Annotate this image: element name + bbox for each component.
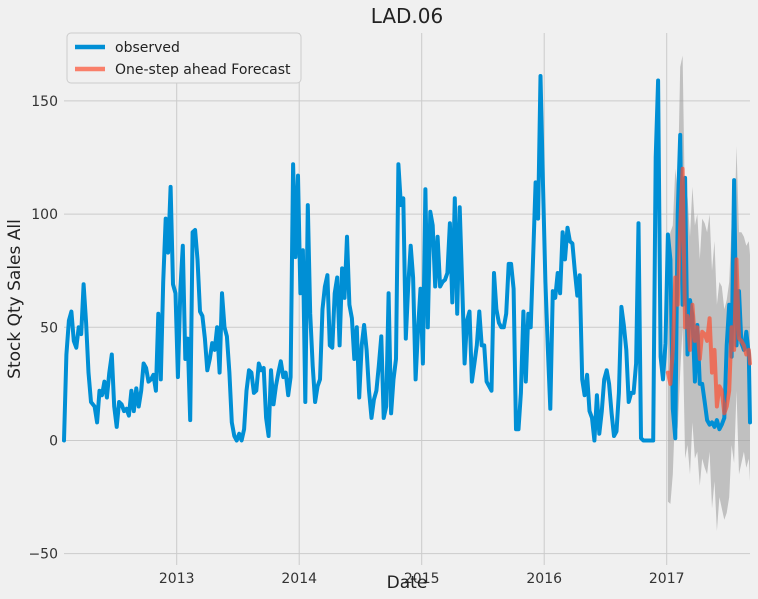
forecast-line xyxy=(665,166,752,416)
tick-labels: 2013 2014 2015 2016 2017 −50 0 50 100 150 xyxy=(28,94,684,587)
y-tick-label: 0 xyxy=(49,433,58,449)
x-tick-label: 2014 xyxy=(281,571,317,587)
x-tick-label: 2017 xyxy=(649,571,685,587)
x-axis-label: Date xyxy=(387,573,428,593)
legend: observed One-step ahead Forecast xyxy=(66,32,302,84)
series-layer xyxy=(62,74,752,443)
y-tick-label: 150 xyxy=(31,94,58,110)
confidence-band xyxy=(667,55,750,531)
y-axis-label: Stock Qty Sales All xyxy=(5,219,25,379)
x-tick-label: 2015 xyxy=(404,571,440,587)
observed-line xyxy=(62,74,752,443)
x-tick-label: 2013 xyxy=(159,571,195,587)
legend-label-forecast: One-step ahead Forecast xyxy=(115,62,291,78)
legend-label-observed: observed xyxy=(115,40,180,56)
chart-title: LAD.06 xyxy=(371,4,444,28)
confidence-interval-layer xyxy=(667,55,750,531)
x-tick-label: 2016 xyxy=(526,571,562,587)
y-tick-label: 100 xyxy=(31,207,58,223)
y-tick-label: 50 xyxy=(40,320,58,336)
legend-box xyxy=(66,32,302,84)
y-tick-label: −50 xyxy=(28,547,58,563)
